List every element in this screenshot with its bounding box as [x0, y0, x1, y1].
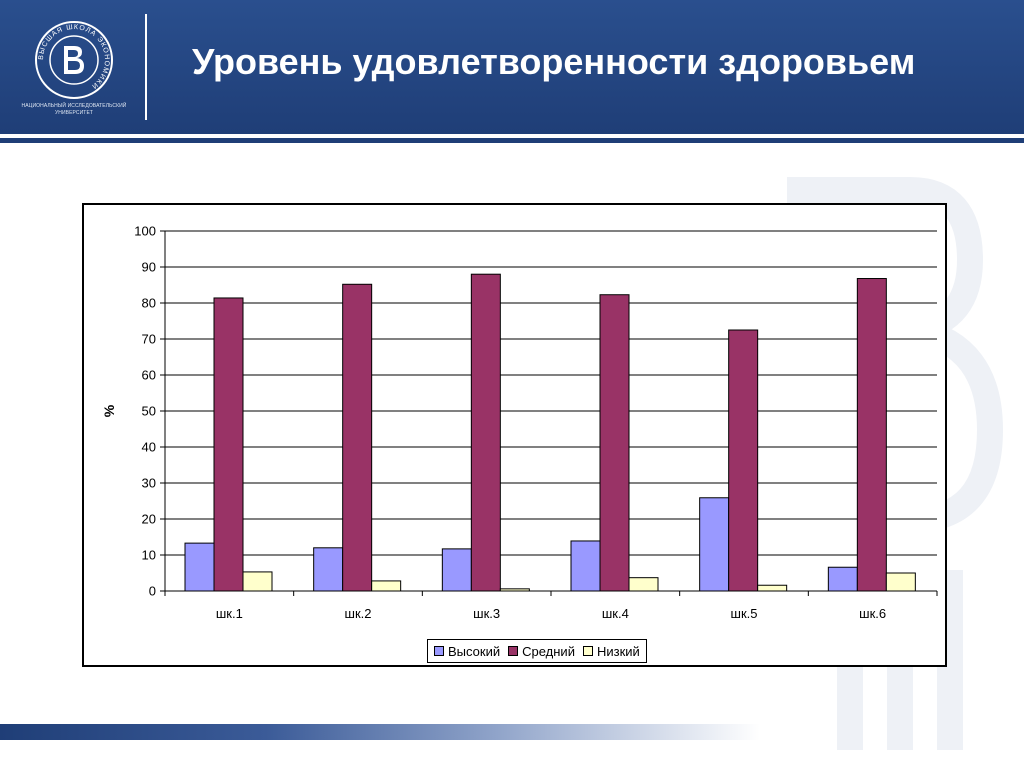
bar-3 [757, 584, 788, 592]
header-bar [0, 0, 1024, 134]
legend-swatch [508, 646, 519, 656]
bar-3 [499, 588, 530, 592]
x-tick-label: шк.2 [345, 606, 372, 621]
bar-2 [728, 329, 759, 592]
y-tick-label: 70 [142, 332, 156, 347]
legend-label: Высокий [448, 643, 501, 659]
logo-ring-text: ВЫСШАЯ ШКОЛА ЭКОНОМИКИ [38, 24, 109, 90]
page-title: Уровень удовлетворенности здоровьем [192, 41, 916, 82]
header-divider [145, 14, 147, 120]
legend-label: Низкий [596, 643, 640, 659]
y-tick-label: 100 [134, 224, 156, 239]
chart-frame: 0 10 20 30 40 50 60 70 80 90 100% шк.1 шк.2 шк.3 шк.4 ш… [82, 203, 947, 667]
legend-item: Высокий [434, 644, 500, 659]
x-tick-label: шк.4 [602, 606, 629, 621]
bar-2 [470, 273, 501, 592]
x-tick-label: шк.6 [859, 606, 886, 621]
y-tick-label: 30 [142, 476, 156, 491]
bar-1 [570, 540, 601, 592]
legend-item: Средний [508, 644, 575, 659]
university-logo-icon: ВЫСШАЯ ШКОЛА ЭКОНОМИКИ [35, 21, 113, 99]
y-tick-label: 60 [142, 368, 156, 383]
bar-1 [827, 566, 858, 592]
x-tick-label: шк.5 [731, 606, 758, 621]
footer-bar [0, 724, 760, 740]
bar-chart: 0 10 20 30 40 50 60 70 80 90 100% шк.1 шк.2 шк.3 шк.4 ш… [101, 224, 938, 621]
y-tick-label: 80 [142, 296, 156, 311]
bar-3 [628, 577, 659, 592]
y-tick-label: 0 [149, 584, 156, 599]
x-tick-label: шк.1 [216, 606, 243, 621]
bar-1 [699, 497, 730, 592]
legend-swatch [434, 646, 444, 656]
legend-swatch [582, 646, 593, 656]
y-tick-label: 90 [142, 260, 156, 275]
bar-1 [441, 548, 472, 592]
header-underline-blue [0, 138, 1024, 143]
x-tick-label: шк.3 [473, 606, 500, 621]
bar-2 [342, 283, 373, 592]
bar-1 [313, 547, 344, 592]
y-tick-label: 40 [142, 440, 156, 455]
y-tick-label: 10 [142, 548, 156, 563]
legend-item: Низкий [582, 643, 640, 659]
logo-caption: НАЦИОНАЛЬНЫЙ ИССЛЕДОВАТЕЛЬСКИЙ УНИВЕРСИТ… [21, 103, 127, 116]
bar-3 [371, 580, 402, 592]
y-axis-label: % [101, 404, 117, 417]
y-tick-label: 20 [142, 512, 156, 527]
svg-text:ВЫСШАЯ ШКОЛА ЭКОНОМИКИ: ВЫСШАЯ ШКОЛА ЭКОНОМИКИ [38, 24, 110, 90]
y-tick-label: 50 [142, 404, 156, 419]
bar-2 [213, 297, 244, 592]
chart-legend: Высокий Средний Низкий [427, 639, 647, 663]
bar-2 [599, 294, 630, 592]
bar-3 [885, 572, 916, 592]
header-underline-white [0, 134, 1024, 138]
bar-2 [856, 278, 887, 592]
legend-label: Средний [522, 643, 575, 659]
bar-3 [242, 571, 273, 592]
bar-1 [184, 542, 215, 592]
